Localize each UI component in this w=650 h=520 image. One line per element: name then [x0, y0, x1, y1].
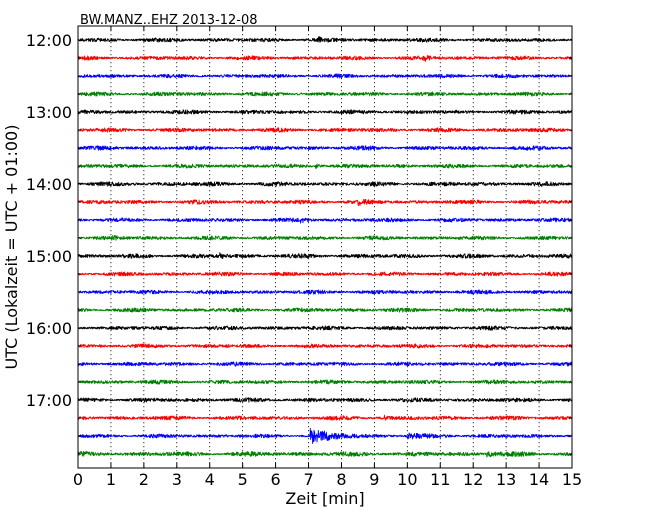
x-tick-label: 8 — [336, 470, 346, 489]
trace-1315 — [77, 127, 573, 133]
plot-frame — [77, 25, 573, 469]
trace-1245 — [77, 91, 573, 97]
trace-1700 — [77, 397, 573, 403]
trace-1545 — [77, 307, 573, 313]
trace-1345 — [77, 163, 573, 169]
y-tick-label: 13:00 — [26, 103, 72, 122]
trace-1300 — [77, 109, 573, 115]
trace-1730 — [77, 428, 573, 444]
trace-1715 — [77, 414, 573, 421]
trace-1430 — [77, 217, 573, 224]
grid-lines — [110, 26, 540, 468]
x-tick-label: 3 — [172, 470, 182, 489]
trace-1230 — [77, 73, 573, 79]
trace-1600 — [77, 325, 573, 331]
x-axis-label: Zeit [min] — [285, 489, 364, 508]
trace-1515 — [77, 271, 573, 277]
trace-1215 — [77, 55, 573, 62]
trace-1330 — [77, 145, 573, 151]
trace-1645 — [77, 379, 573, 385]
x-tick-label: 11 — [430, 470, 450, 489]
y-tick-label: 12:00 — [26, 31, 72, 50]
chart-title: BW.MANZ..EHZ 2013-12-08 — [80, 13, 258, 28]
x-tick-label: 0 — [73, 470, 83, 489]
trace-1500 — [77, 252, 573, 259]
trace-1530 — [77, 289, 573, 295]
trace-layer — [77, 36, 573, 458]
trace-1400 — [77, 181, 573, 187]
trace-1200 — [77, 36, 573, 43]
x-tick-label: 13 — [496, 470, 516, 489]
x-tick-label: 4 — [205, 470, 215, 489]
trace-1745 — [77, 451, 573, 458]
trace-1630 — [77, 361, 573, 367]
y-tick-label: 14:00 — [26, 175, 72, 194]
x-tick-label: 14 — [529, 470, 549, 489]
x-tick-label: 7 — [303, 470, 313, 489]
y-tick-label: 16:00 — [26, 319, 72, 338]
trace-1445 — [77, 235, 573, 241]
x-tick-label: 2 — [139, 470, 149, 489]
x-tick-label: 9 — [369, 470, 379, 489]
trace-1415 — [77, 198, 573, 207]
x-tick-label: 12 — [463, 470, 483, 489]
x-tick-label: 10 — [397, 470, 417, 489]
x-tick-label: 5 — [238, 470, 248, 489]
x-tick-label: 1 — [106, 470, 116, 489]
y-tick-label: 17:00 — [26, 391, 72, 410]
y-axis-label: UTC (Lokalzeit = UTC + 01:00) — [2, 125, 21, 370]
y-axis-ticks: 12:00 13:00 14:00 15:00 16:00 17:00 — [26, 31, 572, 455]
x-tick-label: 15 — [562, 470, 582, 489]
x-axis-ticks: 0 1 2 3 4 5 6 7 8 9 10 11 12 13 14 15 — [73, 26, 582, 489]
x-tick-label: 6 — [271, 470, 281, 489]
trace-1615 — [77, 343, 573, 349]
y-tick-label: 15:00 — [26, 247, 72, 266]
